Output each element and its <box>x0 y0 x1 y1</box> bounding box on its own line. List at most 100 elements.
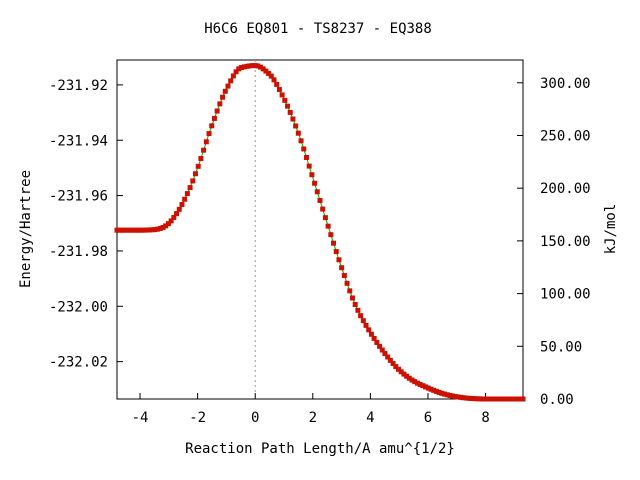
y-tick-label: -231.94 <box>49 133 108 149</box>
data-point <box>490 396 496 402</box>
data-point <box>206 131 212 137</box>
data-point <box>341 273 347 279</box>
data-point <box>455 394 461 400</box>
data-point <box>395 366 401 372</box>
data-point <box>285 103 291 109</box>
data-point <box>447 392 453 398</box>
data-point <box>374 339 380 345</box>
data-point <box>247 63 253 69</box>
data-point <box>276 87 282 93</box>
data-point <box>136 227 142 233</box>
data-point <box>244 63 250 69</box>
data-point <box>414 380 420 386</box>
data-point <box>423 384 429 390</box>
data-point <box>222 88 228 94</box>
data-point <box>460 395 466 401</box>
data-point <box>363 322 369 328</box>
data-point <box>379 347 385 353</box>
y-tick-label: -232.02 <box>49 355 108 371</box>
data-point <box>174 211 180 217</box>
data-point <box>119 227 125 233</box>
y-tick-label: -232.00 <box>49 299 108 315</box>
data-point <box>355 307 361 313</box>
data-point <box>228 78 234 84</box>
data-point <box>360 318 366 324</box>
data-point <box>512 396 518 402</box>
data-point <box>217 101 223 107</box>
data-point <box>390 361 396 367</box>
data-point <box>317 197 323 203</box>
data-point <box>333 249 339 255</box>
data-point <box>436 389 442 395</box>
data-point <box>225 83 231 89</box>
data-point <box>520 396 526 402</box>
data-point <box>463 395 469 401</box>
y2-tick-label: 100.00 <box>540 287 591 303</box>
data-point <box>163 223 169 229</box>
data-point <box>488 396 494 402</box>
data-point <box>171 214 177 220</box>
data-point <box>406 375 412 381</box>
data-point <box>192 171 198 177</box>
data-point <box>444 392 450 398</box>
y2-tick-label: 150.00 <box>540 234 591 250</box>
data-point <box>339 265 345 271</box>
data-point <box>347 288 353 294</box>
data-point <box>198 155 204 161</box>
y-tick-label: -231.96 <box>49 189 108 205</box>
data-point <box>195 163 201 169</box>
data-point <box>252 63 258 69</box>
data-point <box>382 351 388 357</box>
data-point <box>474 396 480 402</box>
data-point <box>271 77 277 83</box>
data-point <box>249 63 255 69</box>
data-point <box>325 223 331 229</box>
x-axis-label: Reaction Path Length/A amu^{1/2} <box>185 441 455 457</box>
data-point <box>290 116 296 122</box>
data-point <box>458 394 464 400</box>
data-point <box>366 327 372 333</box>
y-axis-left: -231.92 -231.94 -231.96 -231.98 -232.00 -232.… <box>49 78 123 371</box>
data-point <box>209 123 215 129</box>
data-point <box>493 396 499 402</box>
data-point <box>220 94 226 100</box>
data-point <box>352 302 358 307</box>
data-point <box>506 396 512 402</box>
data-point <box>117 227 123 233</box>
energy-markers <box>114 63 526 402</box>
data-point <box>179 202 185 208</box>
data-point <box>517 396 523 402</box>
data-point <box>141 227 147 233</box>
x-tick-label: -2 <box>189 410 206 426</box>
data-point <box>236 66 242 72</box>
data-point <box>176 206 182 212</box>
data-point <box>165 221 171 227</box>
data-point <box>401 371 407 377</box>
data-point <box>496 396 502 402</box>
data-point <box>157 225 163 231</box>
data-point <box>387 357 393 363</box>
data-point <box>233 69 239 75</box>
x-tick-label: 4 <box>366 410 374 426</box>
data-point <box>201 147 207 153</box>
data-point <box>358 313 364 319</box>
data-point <box>322 215 328 221</box>
data-point <box>260 66 266 72</box>
data-point <box>328 232 334 238</box>
energy-curve <box>117 65 523 400</box>
data-point <box>266 70 272 76</box>
data-point <box>303 154 309 160</box>
data-point <box>301 146 307 152</box>
data-point <box>368 331 374 337</box>
data-point <box>298 138 304 144</box>
data-point <box>187 185 193 191</box>
data-point <box>190 178 196 184</box>
data-point <box>138 227 144 233</box>
data-point <box>482 396 488 402</box>
y2-tick-label: 50.00 <box>540 339 582 355</box>
y2-tick-label: 200.00 <box>540 181 591 197</box>
data-point <box>312 180 318 186</box>
y2-tick-label: 300.00 <box>540 76 591 92</box>
data-point <box>377 343 383 349</box>
